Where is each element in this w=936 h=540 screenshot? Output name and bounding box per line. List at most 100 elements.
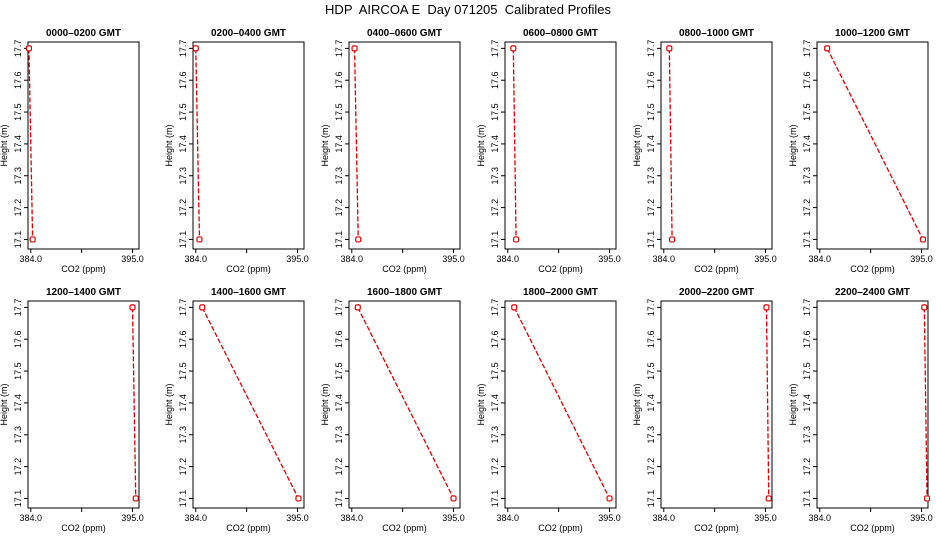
y-tick-label: 17.6 [490,71,500,89]
y-tick-label: 17.5 [490,103,500,121]
data-point [512,236,520,243]
panel-title: 0000–0200 GMT [46,28,121,39]
profile-panel: 1800–2000 GMT 17.1 17.2 17.3 17.4 17.5 17.6 17.… [476,287,621,533]
profile-panel: 0200–0400 GMT 17.1 17.2 17.3 17.4 17.5 17.6 17.… [164,28,309,274]
y-tick-label: 17.7 [646,299,656,317]
y-tick-label: 17.1 [334,490,344,508]
data-point [354,304,361,311]
profile-line [826,48,924,240]
plot-frame [660,41,773,250]
y-tick-label: 17.2 [334,199,344,217]
y-tick-label: 17.5 [13,103,23,121]
x-axis-label: CO2 (ppm) [61,523,106,533]
x-tick-label: 384.0 [653,254,676,264]
y-tick-label: 17.6 [334,330,344,348]
y-tick-label: 17.5 [646,362,656,380]
profile-line [513,307,611,499]
y-axis-label: Height (m) [0,124,9,166]
y-tick-label: 17.4 [490,394,500,412]
y-tick-label: 17.6 [178,330,188,348]
profile-panel: 0800–1000 GMT 17.1 17.2 17.3 17.4 17.5 17.6 17.… [632,28,777,274]
data-point [668,236,676,243]
y-tick-label: 17.3 [802,167,812,185]
y-tick-label: 17.3 [490,167,500,185]
plot-frame [348,300,461,509]
panel-title: 1800–2000 GMT [523,287,598,298]
y-tick-label: 17.4 [802,135,812,153]
data-point [511,304,518,311]
y-tick-label: 17.7 [13,40,23,58]
data-point [510,45,517,52]
y-tick-label: 17.3 [646,426,656,444]
y-tick-label: 17.1 [490,231,500,249]
data-point [921,304,928,311]
y-tick-label: 17.3 [490,426,500,444]
y-tick-label: 17.2 [646,458,656,476]
x-tick-label: 395.0 [598,513,621,523]
x-axis-label: CO2 (ppm) [226,523,271,533]
y-tick-label: 17.2 [490,199,500,217]
panel-title: 1200–1400 GMT [46,287,121,298]
y-tick-label: 17.4 [646,135,656,153]
x-tick-label: 395.0 [754,513,777,523]
y-axis-label: Height (m) [320,383,330,425]
y-tick-label: 17.6 [13,71,23,89]
data-point [763,304,770,311]
panel-title: 2000–2200 GMT [679,287,754,298]
y-tick-label: 17.4 [334,135,344,153]
y-tick-label: 17.4 [646,394,656,412]
y-tick-label: 17.7 [802,299,812,317]
x-axis-label: CO2 (ppm) [61,264,106,274]
x-axis-label: CO2 (ppm) [850,264,895,274]
y-tick-label: 17.2 [802,199,812,217]
profile-line [131,307,137,499]
y-tick-label: 17.3 [178,167,188,185]
y-tick-label: 17.3 [13,426,23,444]
x-tick-label: 384.0 [20,513,43,523]
y-axis-label: Height (m) [476,124,486,166]
data-point [666,45,673,52]
panel-title: 1400–1600 GMT [211,287,286,298]
x-tick-label: 395.0 [754,254,777,264]
profile-line [353,48,359,240]
x-axis-label: CO2 (ppm) [694,523,739,533]
data-point [25,45,33,52]
plot-frame [192,300,305,509]
panel-title: 0800–1000 GMT [679,28,754,39]
y-tick-label: 17.1 [646,231,656,249]
profile-line [28,48,34,240]
profile-panel: 2000–2200 GMT 17.1 17.2 17.3 17.4 17.5 17.6 17.… [632,287,777,533]
data-point [351,45,358,52]
y-tick-label: 17.7 [178,40,188,58]
y-axis-label: Height (m) [476,383,486,425]
y-tick-label: 17.5 [334,362,344,380]
y-tick-label: 17.6 [334,71,344,89]
data-point [132,495,139,502]
profile-panel: 0000–0200 GMT 17.1 17.2 17.3 17.4 17.5 17.6 17.… [0,28,144,274]
y-axis-label: Height (m) [632,124,642,166]
x-tick-label: 384.0 [809,254,832,264]
y-tick-label: 17.1 [178,231,188,249]
profile-panel: 1200–1400 GMT 17.1 17.2 17.3 17.4 17.5 17.6 17.… [0,287,144,533]
plot-frame [348,41,461,250]
y-axis-label: Height (m) [164,124,174,166]
y-tick-label: 17.5 [178,362,188,380]
profile-panel: 0600–0800 GMT 17.1 17.2 17.3 17.4 17.5 17.6 17.… [476,28,621,274]
x-axis-label: CO2 (ppm) [538,264,583,274]
y-tick-label: 17.4 [13,394,23,412]
plot-frame [816,41,929,250]
figure-title: HDP AIRCOA E Day 071205 Calibrated Profi… [325,2,611,17]
y-tick-label: 17.5 [646,103,656,121]
y-tick-label: 17.7 [334,299,344,317]
x-tick-label: 384.0 [341,513,364,523]
data-point [824,45,831,52]
profile-line [195,48,201,240]
x-tick-label: 395.0 [442,513,465,523]
profile-panel: 1600–1800 GMT 17.1 17.2 17.3 17.4 17.5 17.6 17.… [320,287,465,533]
panel-title: 1000–1200 GMT [835,28,910,39]
y-tick-label: 17.2 [178,199,188,217]
plot-frame [660,300,773,509]
profile-panel: 2200–2400 GMT 17.1 17.2 17.3 17.4 17.5 17.6 17.… [788,287,933,533]
y-axis-label: Height (m) [0,383,9,425]
y-tick-label: 17.3 [13,167,23,185]
